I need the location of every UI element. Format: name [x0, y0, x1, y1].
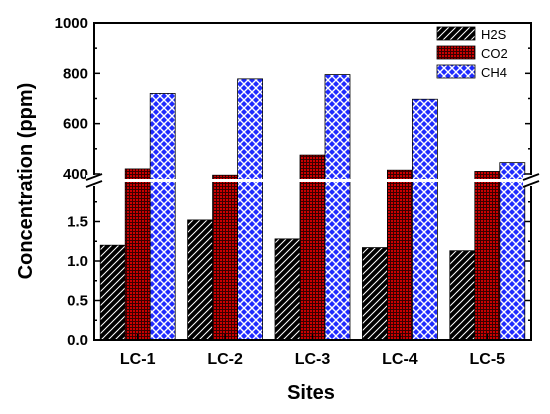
- legend-swatch-ch4: [436, 64, 476, 79]
- y-tick-label: 400: [63, 166, 88, 183]
- bar-ch4-lc-1: [149, 93, 176, 341]
- x-axis-label: Sites: [287, 382, 335, 404]
- x-tick-label: LC-1: [120, 351, 156, 368]
- y-axis-label: Concentration (ppm): [15, 83, 37, 280]
- legend: H2S CO2 CH4: [436, 26, 508, 80]
- legend-label-ch4: CH4: [481, 65, 507, 80]
- bar-co2-lc-5: [474, 171, 501, 341]
- break-mark-top: [522, 173, 540, 181]
- break-left-mask: [86, 175, 102, 186]
- x-tick-label: LC-2: [207, 351, 243, 368]
- ticks: 0.0 0.5 1.0 1.5 400 600 800 1000 LC-1 LC-2 LC-3 LC-…: [55, 15, 531, 368]
- legend-label-co2: CO2: [481, 46, 508, 61]
- break-right-mask: [523, 175, 539, 186]
- y-tick-label: 600: [63, 116, 88, 133]
- bar-co2-lc-3: [299, 154, 326, 341]
- bar-co2-lc-4: [386, 169, 413, 341]
- legend-label-h2s: H2S: [481, 27, 507, 42]
- y-tick-label: 0.5: [67, 293, 88, 310]
- bars: [99, 74, 526, 341]
- break-mark-top: [85, 173, 103, 181]
- axis-break-gap: [94, 179, 531, 182]
- legend-swatch-h2s: [436, 26, 476, 41]
- x-tick-label: LC-5: [470, 351, 506, 368]
- y-tick-label: 1.5: [67, 214, 88, 231]
- y-tick-label: 0.0: [67, 332, 88, 349]
- bar-h2s-lc-1: [99, 244, 126, 341]
- bar-ch4-lc-5: [499, 162, 526, 341]
- bar-co2-lc-1: [124, 168, 151, 341]
- bar-h2s-lc-5: [449, 250, 476, 341]
- bar-co2-lc-2: [212, 174, 239, 341]
- bar-h2s-lc-2: [187, 219, 214, 341]
- y-tick-label: 800: [63, 65, 88, 82]
- bar-h2s-lc-4: [361, 247, 388, 341]
- bar-h2s-lc-3: [274, 238, 301, 341]
- y-tick-label: 1.0: [67, 253, 88, 270]
- break-mark-bottom: [85, 180, 103, 188]
- bar-ch4-lc-4: [411, 98, 438, 341]
- bar-ch4-lc-3: [324, 74, 351, 341]
- axis-break: [85, 173, 540, 188]
- x-tick-label: LC-4: [382, 351, 418, 368]
- x-tick-label: LC-3: [295, 351, 331, 368]
- bar-ch4-lc-2: [237, 78, 264, 341]
- legend-swatch-co2: [436, 45, 476, 60]
- y-tick-label: 1000: [55, 15, 88, 32]
- break-mark-bottom: [522, 180, 540, 188]
